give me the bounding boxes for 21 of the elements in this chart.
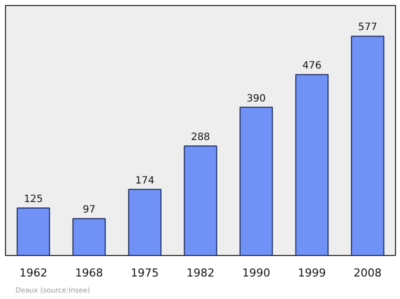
data-label: 476 (302, 60, 322, 72)
bar (184, 146, 218, 256)
bar (16, 207, 50, 256)
data-label: 288 (190, 132, 210, 144)
x-tick-label: 2008 (354, 266, 382, 280)
bar (128, 188, 162, 256)
data-label: 97 (82, 204, 96, 216)
bar (295, 74, 329, 256)
bar (72, 218, 106, 256)
x-tick-label: 1975 (130, 266, 159, 280)
x-tick-label: 1990 (242, 266, 270, 280)
data-label: 174 (135, 175, 154, 186)
x-tick-label: 1999 (298, 266, 326, 280)
data-label: 390 (246, 93, 266, 104)
x-tick-label: 1962 (19, 266, 48, 280)
data-label: 577 (358, 22, 378, 34)
bar (350, 36, 384, 256)
data-label: 125 (24, 194, 43, 205)
x-tick-label: 1968 (75, 266, 104, 280)
bar (240, 106, 273, 256)
x-tick-label: 1982 (186, 266, 215, 280)
